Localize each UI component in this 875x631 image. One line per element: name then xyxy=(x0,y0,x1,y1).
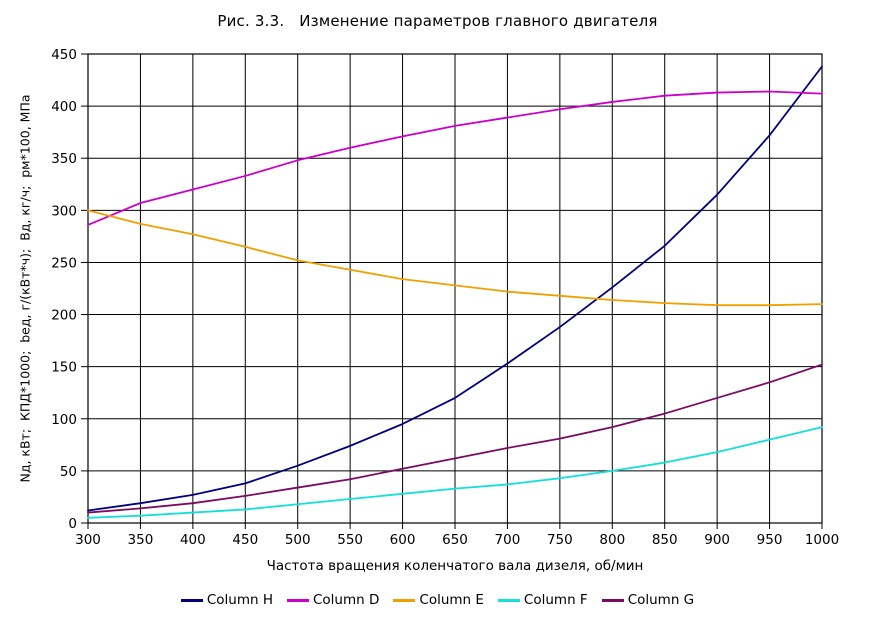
x-tick-label: 550 xyxy=(337,532,363,548)
legend-label: Column G xyxy=(627,592,695,608)
series-line-column-f xyxy=(87,426,823,519)
y-tick-label: 50 xyxy=(60,464,77,480)
series-line-column-g xyxy=(87,363,823,514)
x-tick-label: 950 xyxy=(757,532,783,548)
y-tick-label: 150 xyxy=(51,360,77,376)
y-tick-label: 200 xyxy=(51,308,77,324)
legend-item: Column E xyxy=(393,592,484,608)
legend-label: Column F xyxy=(523,592,588,608)
legend-swatch-icon xyxy=(180,598,203,602)
x-tick-label: 500 xyxy=(285,532,311,548)
x-tick-label: 600 xyxy=(390,532,416,548)
legend-swatch-icon xyxy=(287,598,309,602)
y-tick-label: 100 xyxy=(51,412,77,428)
y-tick-label: 0 xyxy=(68,516,77,532)
x-tick-label: 800 xyxy=(599,532,625,548)
x-tick-label: 850 xyxy=(652,532,678,548)
x-tick-label: 900 xyxy=(704,532,730,548)
legend-item: Column D xyxy=(287,592,379,608)
legend-item: Column F xyxy=(497,592,588,608)
x-tick-label: 650 xyxy=(442,532,468,548)
series-line-column-d xyxy=(87,90,823,226)
legend-label: Column D xyxy=(313,592,380,608)
x-axis-title: Частота вращения коленчатого вала дизеля… xyxy=(266,558,644,574)
y-tick-label: 450 xyxy=(51,47,77,63)
x-tick-label: 750 xyxy=(547,532,573,548)
legend-swatch-icon xyxy=(497,598,520,602)
x-tick-label: 700 xyxy=(495,532,521,548)
legend-item: Column G xyxy=(601,592,695,608)
legend-label: Column E xyxy=(419,592,484,608)
x-tick-label: 400 xyxy=(180,532,206,548)
x-tick-label: 300 xyxy=(75,532,101,548)
chart-title: Рис. 3.3. Изменение параметров главного … xyxy=(217,12,658,30)
legend-swatch-icon xyxy=(601,598,624,602)
y-tick-label: 400 xyxy=(51,99,77,115)
x-tick-label: 1000 xyxy=(805,532,839,548)
y-tick-label: 300 xyxy=(51,203,77,219)
legend-item: Column H xyxy=(180,592,273,608)
series-line-column-h xyxy=(87,65,823,512)
chart-legend: Column H Column D Column E Column F Column G xyxy=(0,592,875,608)
y-tick-label: 250 xyxy=(51,255,77,271)
legend-label: Column H xyxy=(206,592,273,608)
x-tick-label: 450 xyxy=(232,532,258,548)
legend-swatch-icon xyxy=(393,598,416,602)
series-line-column-e xyxy=(87,209,823,307)
y-tick-label: 350 xyxy=(51,151,77,167)
x-tick-label: 350 xyxy=(128,532,154,548)
y-axis-title: Nд, кВт; КПД*1000; bед, г/(кВт*ч); Вд, к… xyxy=(17,94,33,483)
